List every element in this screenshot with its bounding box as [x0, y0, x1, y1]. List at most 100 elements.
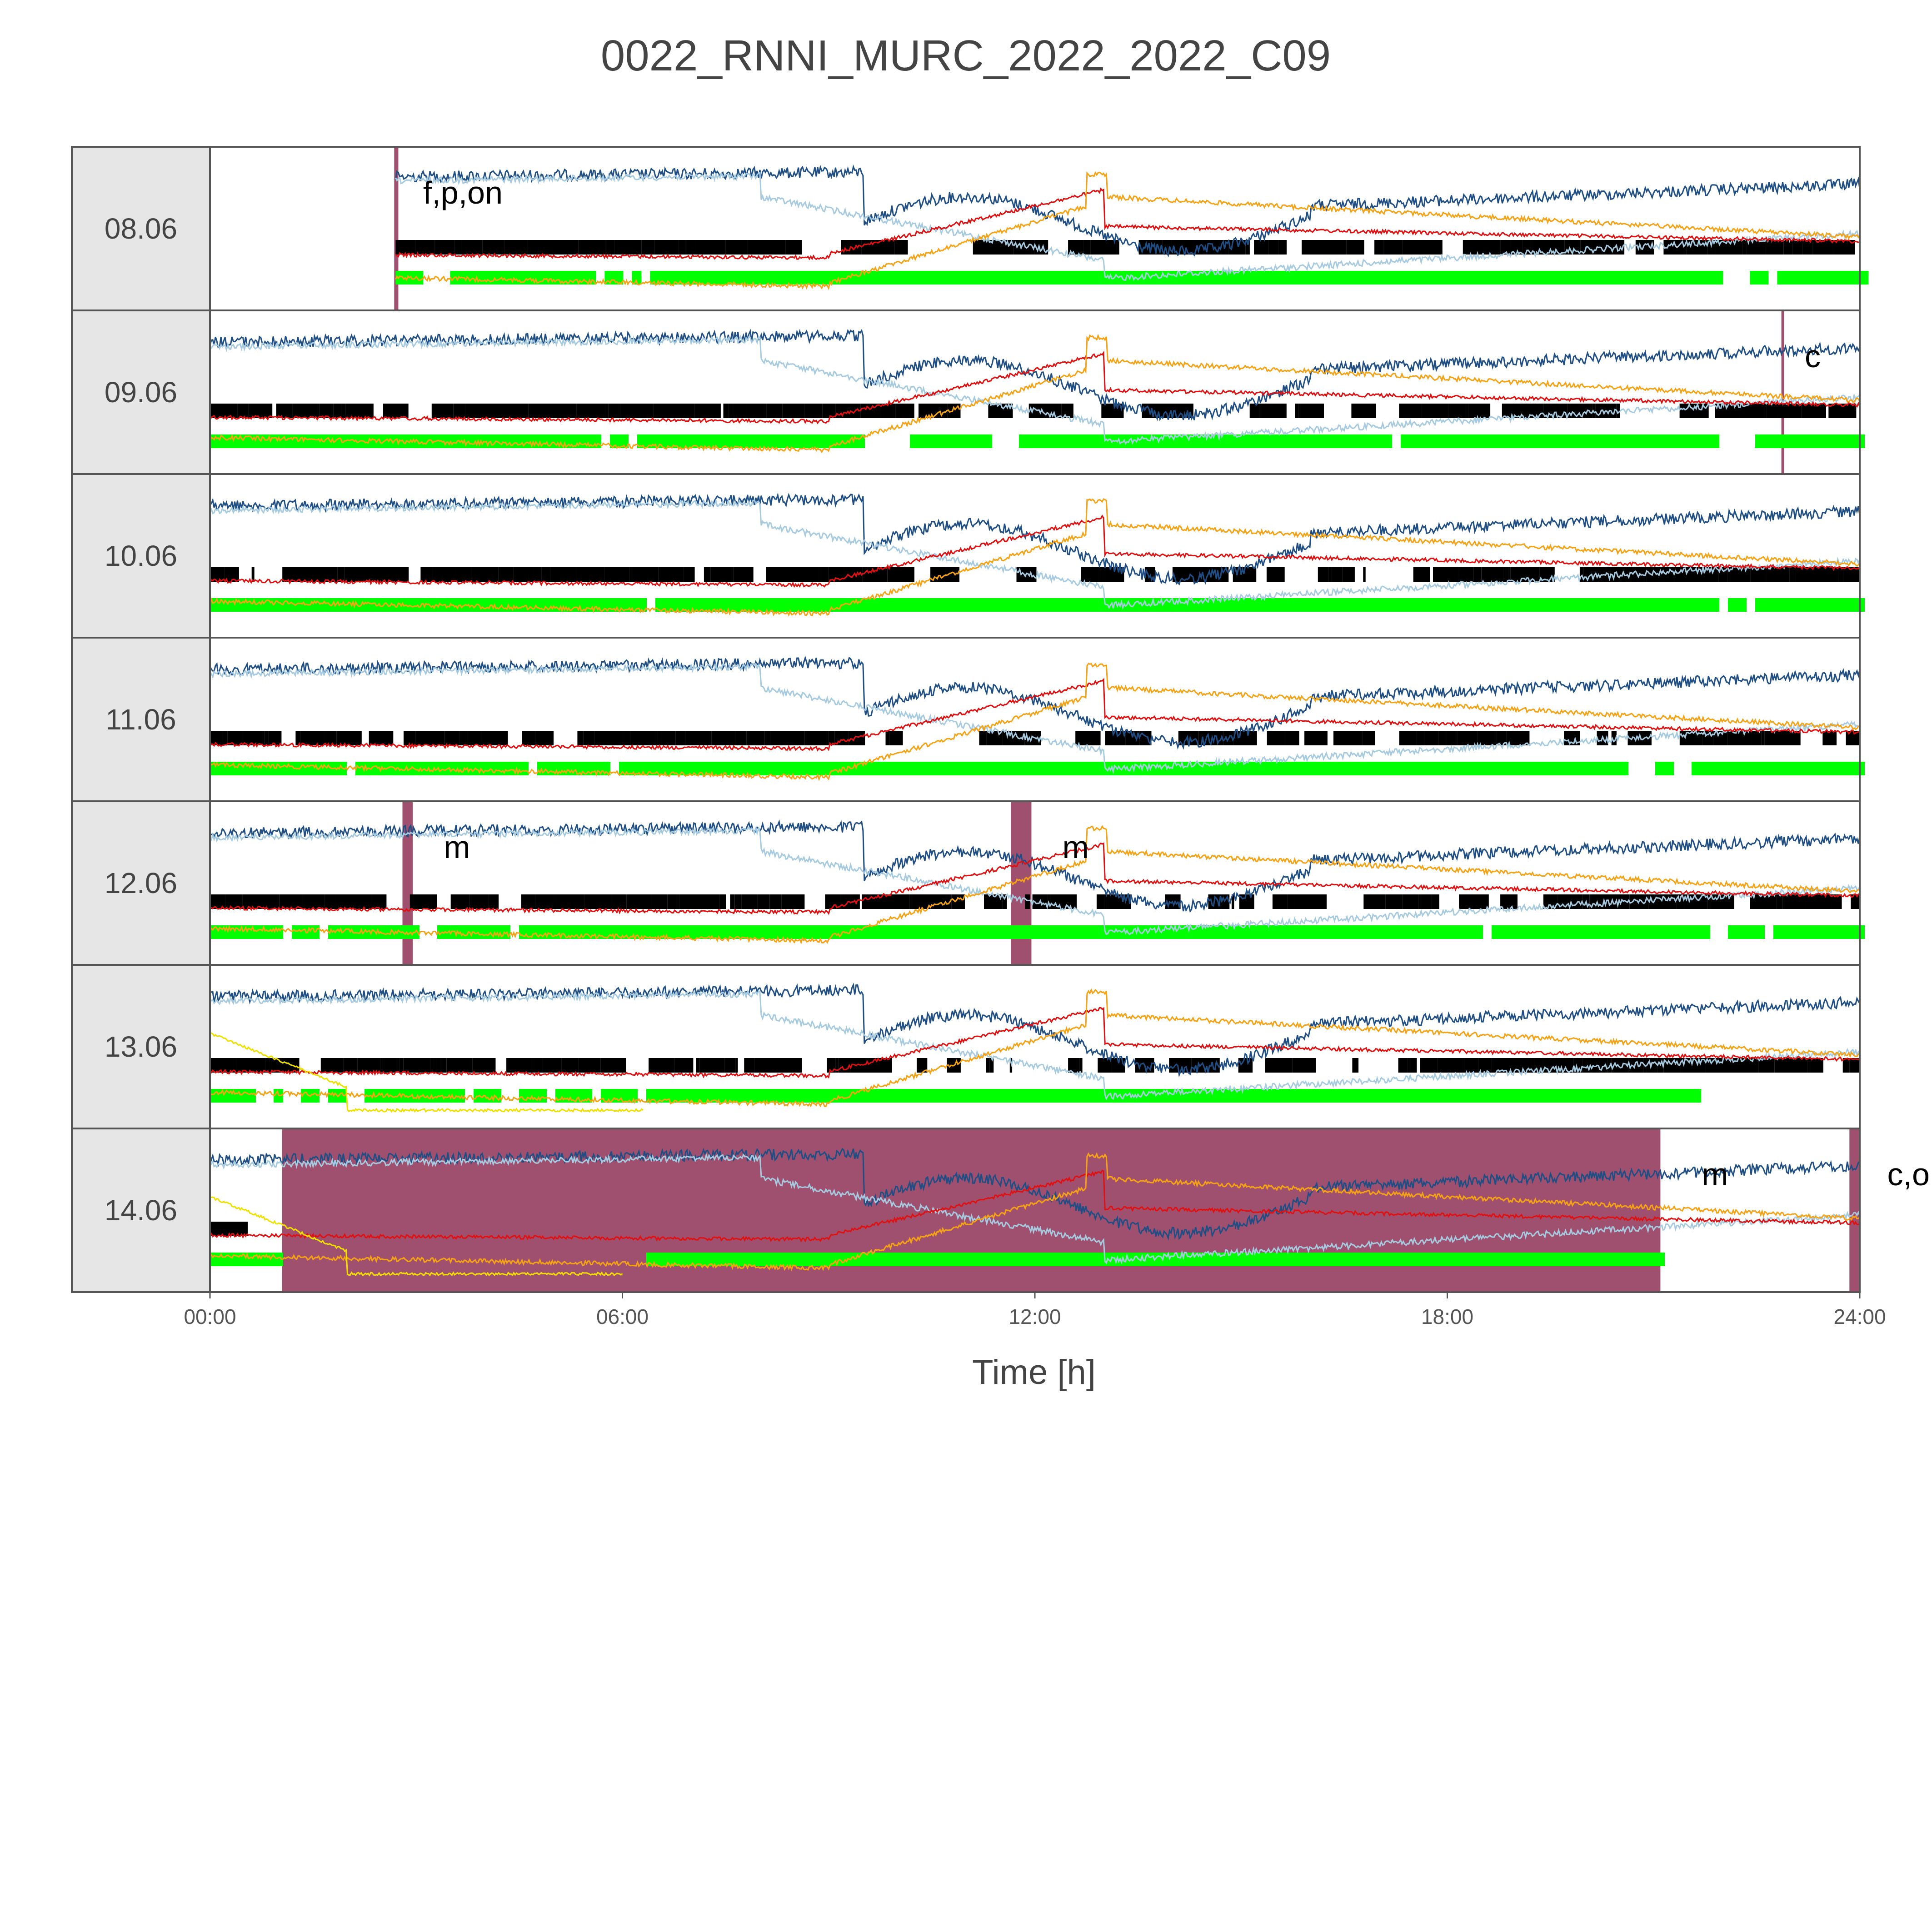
green-mark [1041, 271, 1051, 285]
green-mark [864, 1253, 874, 1266]
green-mark [1795, 271, 1805, 285]
yellow-series [210, 1196, 623, 1277]
green-mark [937, 1089, 947, 1103]
green-mark [483, 762, 492, 775]
activity-mark [333, 404, 341, 418]
activity-mark [894, 240, 908, 255]
activity-mark [1593, 404, 1596, 418]
green-mark [437, 762, 447, 775]
green-mark [1455, 925, 1465, 939]
activity-mark [1789, 567, 1796, 582]
plot-area [210, 474, 1860, 638]
green-mark [783, 598, 792, 612]
green-mark [1355, 925, 1365, 939]
activity-mark [794, 567, 821, 582]
green-mark [1655, 434, 1665, 448]
green-mark [810, 925, 819, 939]
activity-mark [337, 567, 345, 582]
green-mark [1092, 1253, 1101, 1266]
activity-mark [725, 240, 748, 255]
activity-mark [1189, 404, 1193, 418]
green-mark [719, 434, 729, 448]
green-mark [1483, 598, 1492, 612]
green-mark [1655, 762, 1665, 775]
green-mark [1455, 762, 1465, 775]
green-mark [919, 1089, 929, 1103]
green-mark [1473, 1253, 1483, 1266]
green-mark [1028, 434, 1038, 448]
green-mark [1346, 925, 1356, 939]
green-mark [1064, 434, 1074, 448]
activity-mark [1423, 240, 1443, 255]
green-mark [719, 598, 729, 612]
green-mark [1055, 1089, 1065, 1103]
green-mark [664, 1253, 674, 1266]
green-mark [1401, 762, 1410, 775]
activity-mark [415, 731, 444, 745]
activity-mark [514, 404, 529, 418]
activity-mark [506, 1058, 527, 1073]
activity-mark [561, 1058, 579, 1073]
activity-mark [1582, 1058, 1585, 1073]
green-mark [1250, 271, 1260, 285]
yellow-series [209, 1031, 644, 1113]
green-mark [683, 1253, 692, 1266]
green-mark [628, 1089, 638, 1103]
activity-mark [345, 404, 374, 418]
activity-mark [1417, 731, 1424, 745]
activity-mark [430, 1058, 436, 1073]
green-mark [1004, 271, 1014, 285]
green-mark [1301, 925, 1310, 939]
green-mark [1246, 598, 1256, 612]
green-mark [1359, 271, 1369, 285]
green-mark [310, 434, 320, 448]
green-mark [1373, 434, 1383, 448]
green-mark [828, 925, 838, 939]
green-mark [1046, 1253, 1056, 1266]
green-mark [1083, 598, 1092, 612]
green-mark [946, 434, 956, 448]
green-mark [719, 925, 729, 939]
activity-mark [320, 1058, 344, 1073]
activity-mark [1249, 404, 1259, 418]
green-mark [1292, 598, 1301, 612]
green-mark [819, 925, 829, 939]
activity-mark [614, 240, 642, 255]
green-mark [1195, 271, 1205, 285]
activity-mark [685, 731, 712, 745]
green-mark [1468, 271, 1478, 285]
green-mark [519, 762, 529, 775]
green-mark [1555, 925, 1565, 939]
green-mark [755, 598, 765, 612]
green-mark [283, 598, 292, 612]
activity-mark [989, 1058, 994, 1073]
green-mark [1164, 598, 1174, 612]
activity-mark [909, 894, 931, 909]
green-mark [637, 434, 647, 448]
green-mark [710, 1089, 719, 1103]
green-mark [1628, 434, 1637, 448]
green-mark [1583, 1089, 1592, 1103]
green-mark [1782, 762, 1792, 775]
green-mark [1573, 434, 1583, 448]
green-mark [955, 1089, 965, 1103]
green-mark [1319, 762, 1328, 775]
green-mark [1346, 598, 1356, 612]
green-mark [1028, 1089, 1038, 1103]
green-mark [1559, 271, 1569, 285]
activity-mark [1464, 1058, 1478, 1073]
green-mark [928, 1253, 938, 1266]
activity-mark [724, 1058, 736, 1073]
activity-mark [1838, 567, 1843, 582]
activity-mark [630, 404, 654, 418]
green-mark [1328, 762, 1338, 775]
activity-mark [1842, 1058, 1850, 1073]
green-mark [1664, 762, 1674, 775]
green-mark [946, 1089, 956, 1103]
green-mark [973, 1089, 983, 1103]
green-mark [1528, 762, 1538, 775]
activity-mark [694, 404, 721, 418]
green-mark [1255, 1089, 1265, 1103]
green-mark [983, 1089, 992, 1103]
activity-mark [737, 894, 741, 909]
